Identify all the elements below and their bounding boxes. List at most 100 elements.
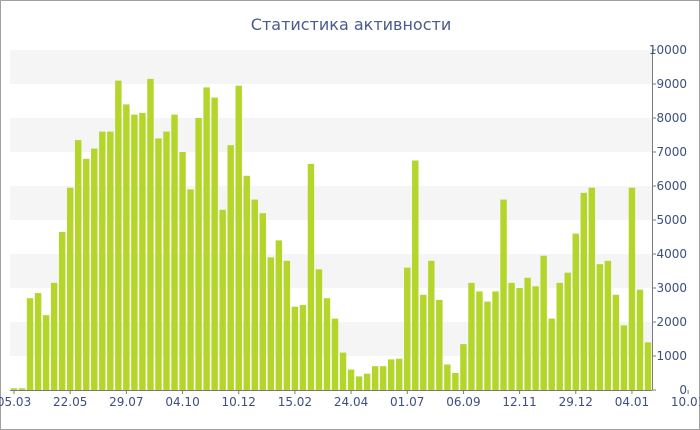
grid-band (10, 118, 652, 152)
y-tick-label: 4000 (656, 247, 687, 261)
bar (315, 269, 323, 390)
x-tick-label: 29.12 (559, 395, 593, 409)
bar (18, 388, 26, 390)
bar (139, 112, 146, 391)
y-tick-label: 6000 (656, 179, 687, 193)
bar (179, 152, 186, 390)
x-tick-label: 04.01 (615, 395, 649, 409)
chart-title: Статистика активности (250, 15, 452, 34)
x-tick-label: 24.04 (334, 395, 368, 409)
bar (363, 373, 371, 390)
bar (123, 104, 130, 391)
bar (299, 305, 307, 390)
bar (540, 255, 547, 390)
y-tick-label: 3000 (656, 281, 687, 295)
bar (500, 199, 507, 390)
grid-band (10, 220, 652, 254)
bar (83, 158, 90, 390)
bar (644, 342, 652, 390)
bar (620, 325, 628, 390)
bar (275, 240, 283, 390)
bar (75, 140, 82, 390)
bar (50, 282, 58, 390)
bar (596, 264, 604, 390)
bar (147, 78, 154, 391)
bar (516, 288, 523, 390)
x-tick-label: 12.11 (502, 395, 536, 409)
bar (243, 175, 250, 390)
bar (379, 366, 387, 390)
bar (636, 289, 644, 390)
x-tick-label: 10.01 (671, 395, 700, 409)
bar (476, 291, 483, 390)
y-tick-label: 0 (679, 383, 687, 397)
bar (155, 138, 162, 390)
bar (460, 344, 467, 390)
bar (572, 233, 579, 390)
y-tick-label: 1000 (656, 349, 687, 363)
grid-band (10, 50, 652, 84)
bar (219, 209, 226, 390)
bar (387, 359, 395, 390)
bar (58, 231, 66, 390)
bar (283, 260, 291, 390)
bar (588, 187, 596, 390)
x-tick-label: 15.02 (278, 395, 312, 409)
bar (307, 163, 315, 390)
bar (548, 318, 555, 390)
bar (10, 388, 18, 390)
y-tick-label: 8000 (656, 111, 687, 125)
y-tick-label: 10000 (649, 43, 687, 57)
bar (211, 97, 218, 390)
y-tick-label: 9000 (656, 77, 687, 91)
bar (508, 282, 515, 390)
bar (131, 114, 138, 390)
bar (187, 189, 194, 390)
bar (436, 299, 443, 390)
bar (227, 145, 234, 390)
x-tick-labels: 05.03 22.05 29.07 04.10 10.12 15.02 24.04 01.07… (0, 390, 700, 409)
bar (468, 282, 475, 390)
bar (564, 272, 571, 390)
bar (484, 301, 491, 390)
grid-band (10, 152, 652, 186)
bar (259, 213, 266, 390)
x-tick-label: 05.03 (0, 395, 31, 409)
x-tick-label: 29.07 (109, 395, 143, 409)
bar (492, 291, 499, 390)
grid-bands (10, 50, 652, 390)
bar (339, 352, 347, 390)
y-tick-label: 2000 (656, 315, 687, 329)
bar (612, 294, 620, 390)
bar (34, 293, 42, 390)
bar (195, 118, 202, 390)
bar (396, 358, 403, 390)
bar (444, 364, 451, 390)
bar (99, 131, 106, 390)
bar (371, 366, 379, 390)
bar (171, 114, 178, 390)
bar (604, 260, 612, 390)
bar (355, 376, 363, 390)
x-tick-label: 22.05 (53, 395, 87, 409)
grid-band (10, 356, 652, 390)
grid-band (10, 254, 652, 288)
bar (524, 277, 531, 390)
x-tick-label: 04.10 (165, 395, 199, 409)
bar (404, 267, 411, 390)
bar (42, 315, 50, 390)
y-tick-label: 7000 (656, 145, 687, 159)
bar (628, 187, 636, 390)
y-tick-labels: 0 1000 2000 3000 4000 5000 6000 7000 8000 9000 100… (649, 43, 687, 397)
bar (323, 298, 331, 390)
bar (420, 294, 427, 390)
bar (412, 160, 419, 390)
bar (580, 192, 587, 390)
bar (347, 369, 355, 390)
bar (251, 199, 258, 390)
bar (452, 373, 459, 390)
bar (291, 306, 299, 390)
grid-band (10, 288, 652, 322)
x-tick-label: 10.12 (222, 395, 256, 409)
